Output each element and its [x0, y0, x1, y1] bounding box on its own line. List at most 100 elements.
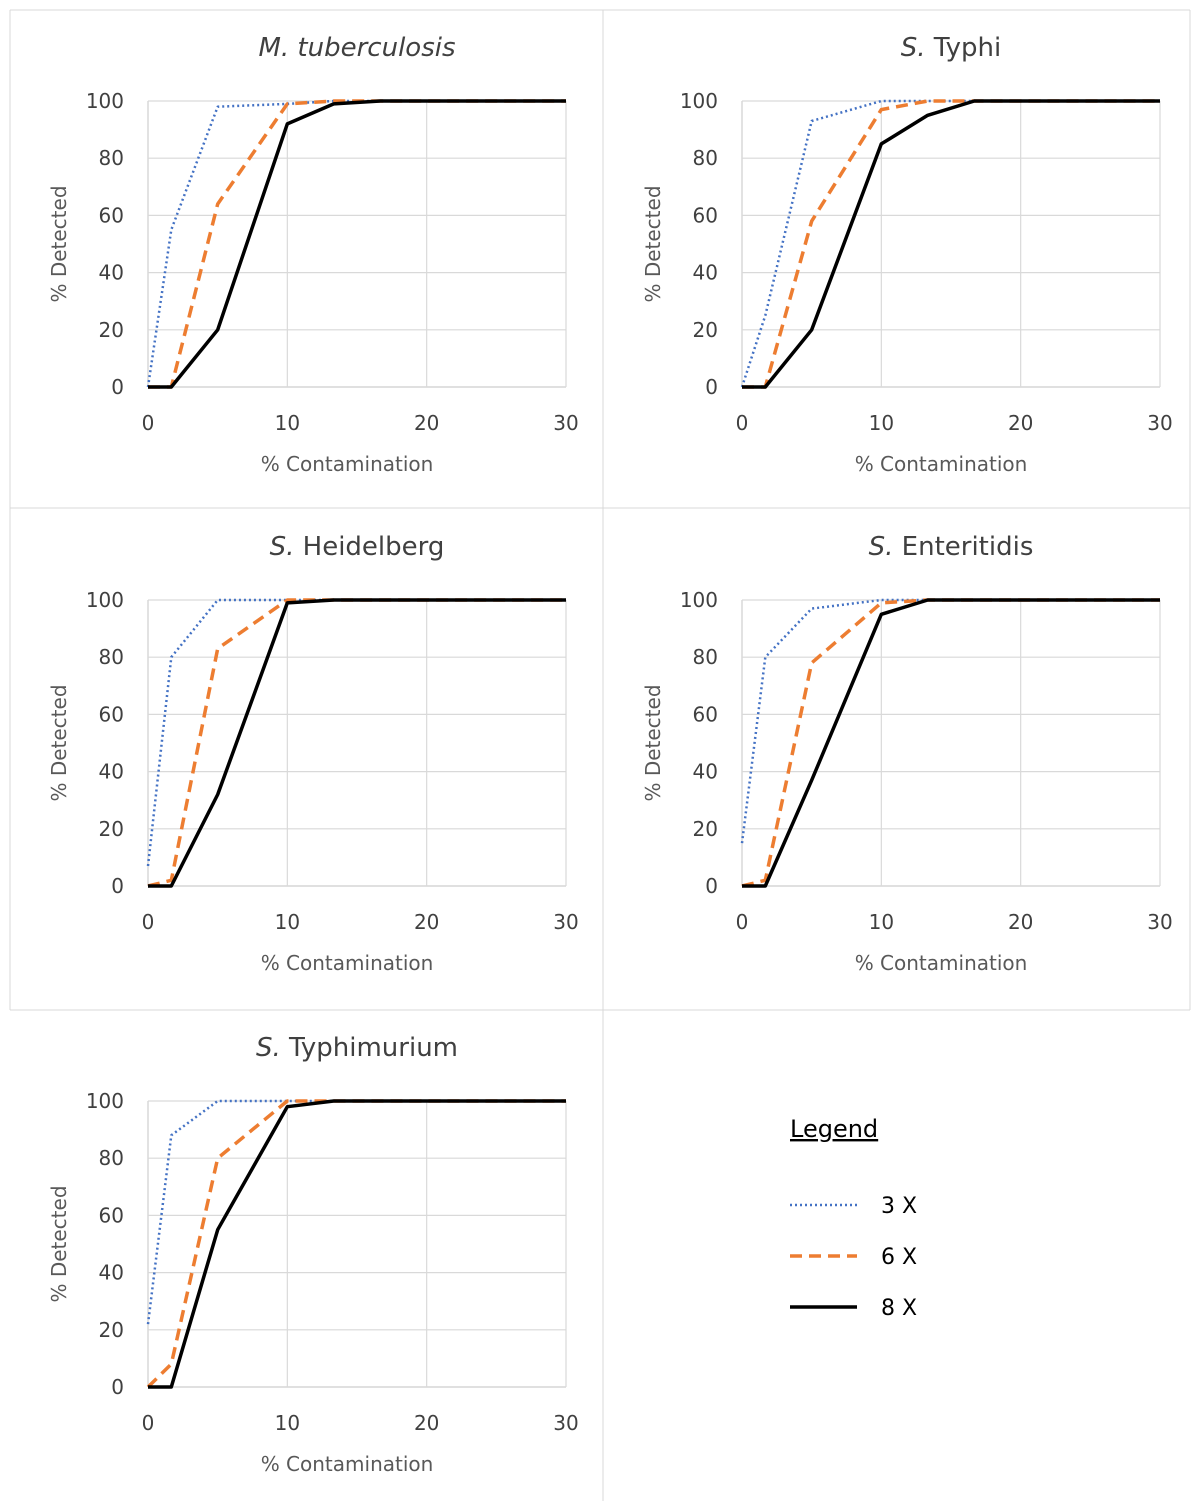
chart-title-rest: Typhi — [926, 33, 1002, 63]
x-tick-label: 0 — [142, 910, 155, 934]
series-line-8x — [148, 1099, 566, 1389]
y-tick-label: 80 — [693, 645, 718, 669]
series-line-6x — [147, 598, 566, 888]
y-tick-label: 0 — [705, 874, 718, 898]
y-tick-label: 20 — [99, 817, 124, 841]
x-axis-title: % Contamination — [261, 452, 434, 476]
y-tick-label: 80 — [99, 645, 124, 669]
chart-title: S. Heidelberg — [270, 532, 445, 562]
y-tick-label: 0 — [111, 1375, 124, 1399]
chart-title-italic: S. — [256, 1033, 281, 1063]
y-tick-label: 20 — [693, 817, 718, 841]
y-tick-label: 80 — [99, 146, 124, 170]
y-tick-label: 60 — [99, 702, 124, 726]
chart-title: S. Typhimurium — [256, 1033, 458, 1063]
chart-panel: S. Typhimurium 0 20 40 60 80 100 0 10 20 30 % Conta… — [47, 1033, 579, 1476]
x-tick-label: 0 — [736, 910, 749, 934]
chart-title-rest: Typhimurium — [281, 1033, 458, 1063]
chart-panel: S. Typhi 0 20 40 60 80 100 0 10 20 30 % Contaminati… — [641, 33, 1173, 476]
x-tick-label: 10 — [869, 910, 894, 934]
y-axis-title: % Detected — [47, 185, 71, 302]
x-tick-label: 30 — [1147, 411, 1172, 435]
y-tick-label: 40 — [693, 261, 718, 285]
x-tick-label: 30 — [553, 910, 578, 934]
series-line-3x — [146, 1099, 566, 1325]
y-tick-label: 100 — [86, 89, 124, 113]
series-line-3x — [146, 598, 566, 867]
y-axis-title: % Detected — [641, 185, 665, 302]
y-tick-label: 40 — [693, 760, 718, 784]
x-axis-title: % Contamination — [261, 1452, 434, 1476]
y-tick-label: 100 — [680, 588, 718, 612]
chart-title: M. tuberculosis — [258, 33, 455, 63]
chart-title: S. Enteritidis — [869, 532, 1034, 562]
y-tick-label: 0 — [111, 874, 124, 898]
chart-title-italic: S. — [270, 532, 295, 562]
x-tick-label: 10 — [275, 411, 300, 435]
series-line-8x — [148, 598, 566, 888]
x-tick-label: 20 — [414, 910, 439, 934]
legend-label: 6 X — [881, 1245, 917, 1270]
chart-title-italic: S. — [869, 532, 894, 562]
y-tick-label: 60 — [693, 702, 718, 726]
x-tick-label: 20 — [414, 1411, 439, 1435]
y-axis-title: % Detected — [47, 684, 71, 801]
y-tick-label: 40 — [99, 261, 124, 285]
x-tick-label: 20 — [1008, 910, 1033, 934]
chart-title-italic: M. tuberculosis — [258, 33, 455, 63]
x-axis-title: % Contamination — [855, 951, 1028, 975]
x-tick-label: 0 — [736, 411, 749, 435]
y-tick-label: 80 — [693, 146, 718, 170]
x-axis-title: % Contamination — [855, 452, 1028, 476]
y-axis-title: % Detected — [47, 1185, 71, 1302]
chart-title-italic: S. — [901, 33, 926, 63]
series-line-6x — [741, 598, 1160, 888]
y-tick-label: 100 — [86, 1089, 124, 1113]
x-tick-label: 30 — [553, 1411, 578, 1435]
series-line-6x — [148, 99, 566, 389]
series-line-6x — [146, 1099, 566, 1389]
chart-title-rest: Enteritidis — [893, 532, 1033, 562]
chart-title-rest: Heidelberg — [294, 532, 444, 562]
legend: Legend 3 X 6 X 8 X — [790, 1115, 917, 1321]
x-tick-label: 0 — [142, 1411, 155, 1435]
x-tick-label: 10 — [275, 1411, 300, 1435]
y-tick-label: 80 — [99, 1146, 124, 1170]
x-tick-label: 10 — [869, 411, 894, 435]
x-tick-label: 10 — [275, 910, 300, 934]
y-tick-label: 100 — [680, 89, 718, 113]
x-tick-label: 30 — [1147, 910, 1172, 934]
legend-items: 3 X 6 X 8 X — [790, 1194, 917, 1321]
series-line-8x — [148, 99, 566, 389]
x-tick-label: 30 — [553, 411, 578, 435]
y-tick-label: 20 — [99, 1318, 124, 1342]
legend-label: 3 X — [881, 1194, 917, 1219]
legend-title: Legend — [790, 1115, 878, 1143]
series-line-3x — [740, 598, 1160, 844]
y-tick-label: 40 — [99, 1261, 124, 1285]
x-tick-label: 0 — [142, 411, 155, 435]
y-tick-label: 60 — [693, 203, 718, 227]
y-tick-label: 20 — [99, 318, 124, 342]
series-line-3x — [146, 99, 566, 388]
chart-panel: M. tuberculosis 0 20 40 60 80 100 0 10 20 30 % Cont… — [47, 33, 579, 476]
chart-title: S. Typhi — [901, 33, 1001, 63]
y-axis-title: % Detected — [641, 684, 665, 801]
y-tick-label: 100 — [86, 588, 124, 612]
series-line-8x — [742, 99, 1160, 389]
y-tick-label: 60 — [99, 1203, 124, 1227]
y-tick-label: 0 — [111, 375, 124, 399]
series-line-6x — [742, 99, 1160, 389]
chart-panel: S. Enteritidis 0 20 40 60 80 100 0 10 20 30 % Conta… — [641, 532, 1173, 975]
y-tick-label: 40 — [99, 760, 124, 784]
x-tick-label: 20 — [414, 411, 439, 435]
y-tick-label: 60 — [99, 203, 124, 227]
chart-panel: S. Heidelberg 0 20 40 60 80 100 0 10 20 30 % Contam… — [47, 532, 579, 975]
series-line-8x — [742, 598, 1160, 888]
legend-label: 8 X — [881, 1296, 917, 1321]
y-tick-label: 0 — [705, 375, 718, 399]
x-tick-label: 20 — [1008, 411, 1033, 435]
y-tick-label: 20 — [693, 318, 718, 342]
